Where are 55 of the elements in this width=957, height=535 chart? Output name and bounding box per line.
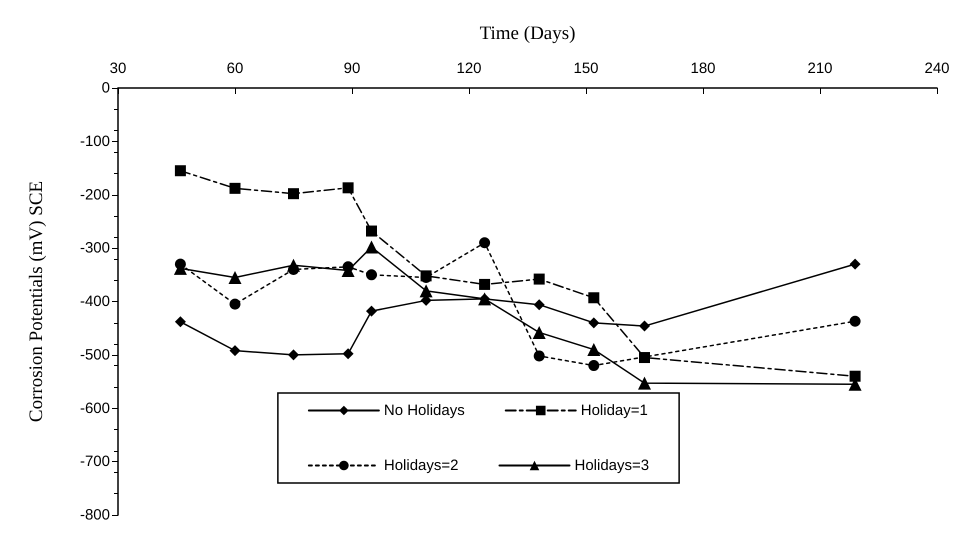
point bbox=[850, 370, 861, 382]
point bbox=[366, 306, 377, 317]
y-tick-label: -300 bbox=[80, 240, 110, 257]
point bbox=[588, 360, 600, 372]
point bbox=[288, 349, 299, 360]
x-tick-label: 60 bbox=[226, 60, 244, 77]
point bbox=[850, 316, 861, 327]
point bbox=[638, 376, 651, 390]
legend-label: Holiday=1 bbox=[580, 402, 648, 419]
point bbox=[479, 237, 490, 248]
point bbox=[342, 182, 354, 194]
point bbox=[366, 226, 377, 237]
x-axis-title: Time (Days) bbox=[480, 23, 576, 44]
x-tick-label: 120 bbox=[456, 60, 482, 77]
point bbox=[479, 278, 490, 290]
point bbox=[288, 188, 299, 200]
point bbox=[230, 345, 240, 356]
point bbox=[342, 348, 354, 360]
x-tick-label: 150 bbox=[573, 60, 599, 77]
point bbox=[587, 343, 600, 356]
x-tick-label: 90 bbox=[344, 60, 360, 77]
y-tick-label: -800 bbox=[80, 506, 110, 524]
y-tick-label: -700 bbox=[80, 453, 110, 470]
point bbox=[287, 258, 300, 272]
point bbox=[588, 292, 600, 304]
point bbox=[850, 258, 861, 270]
legend-label: Holidays=2 bbox=[384, 457, 459, 474]
point bbox=[639, 320, 650, 332]
point bbox=[230, 298, 240, 310]
legend-label: No Holidays bbox=[384, 402, 465, 419]
x-tick-label: 210 bbox=[807, 60, 833, 77]
point bbox=[534, 350, 545, 362]
x-tick-label: 30 bbox=[110, 60, 126, 77]
point bbox=[639, 352, 650, 364]
point bbox=[174, 316, 186, 328]
y-tick-label: -400 bbox=[80, 293, 110, 310]
point bbox=[228, 270, 242, 284]
legend-label: Holidays=3 bbox=[574, 457, 650, 474]
point bbox=[534, 274, 545, 285]
x-tick-label: 180 bbox=[690, 60, 716, 77]
y-tick-label: -500 bbox=[80, 346, 110, 364]
point bbox=[532, 326, 546, 339]
point bbox=[588, 317, 600, 328]
point bbox=[365, 240, 378, 254]
point bbox=[534, 299, 545, 310]
y-tick-label: -200 bbox=[80, 186, 110, 204]
point bbox=[420, 284, 433, 298]
y-tick-label: -100 bbox=[80, 132, 110, 150]
point bbox=[366, 269, 377, 280]
y-axis-title: Corrosion Potentials (mV) SCE bbox=[26, 180, 47, 422]
point bbox=[230, 182, 240, 194]
y-tick-label: -600 bbox=[80, 400, 110, 417]
y-tick-label: 0 bbox=[102, 80, 110, 96]
point bbox=[174, 165, 186, 176]
x-tick-label: 240 bbox=[924, 60, 950, 77]
